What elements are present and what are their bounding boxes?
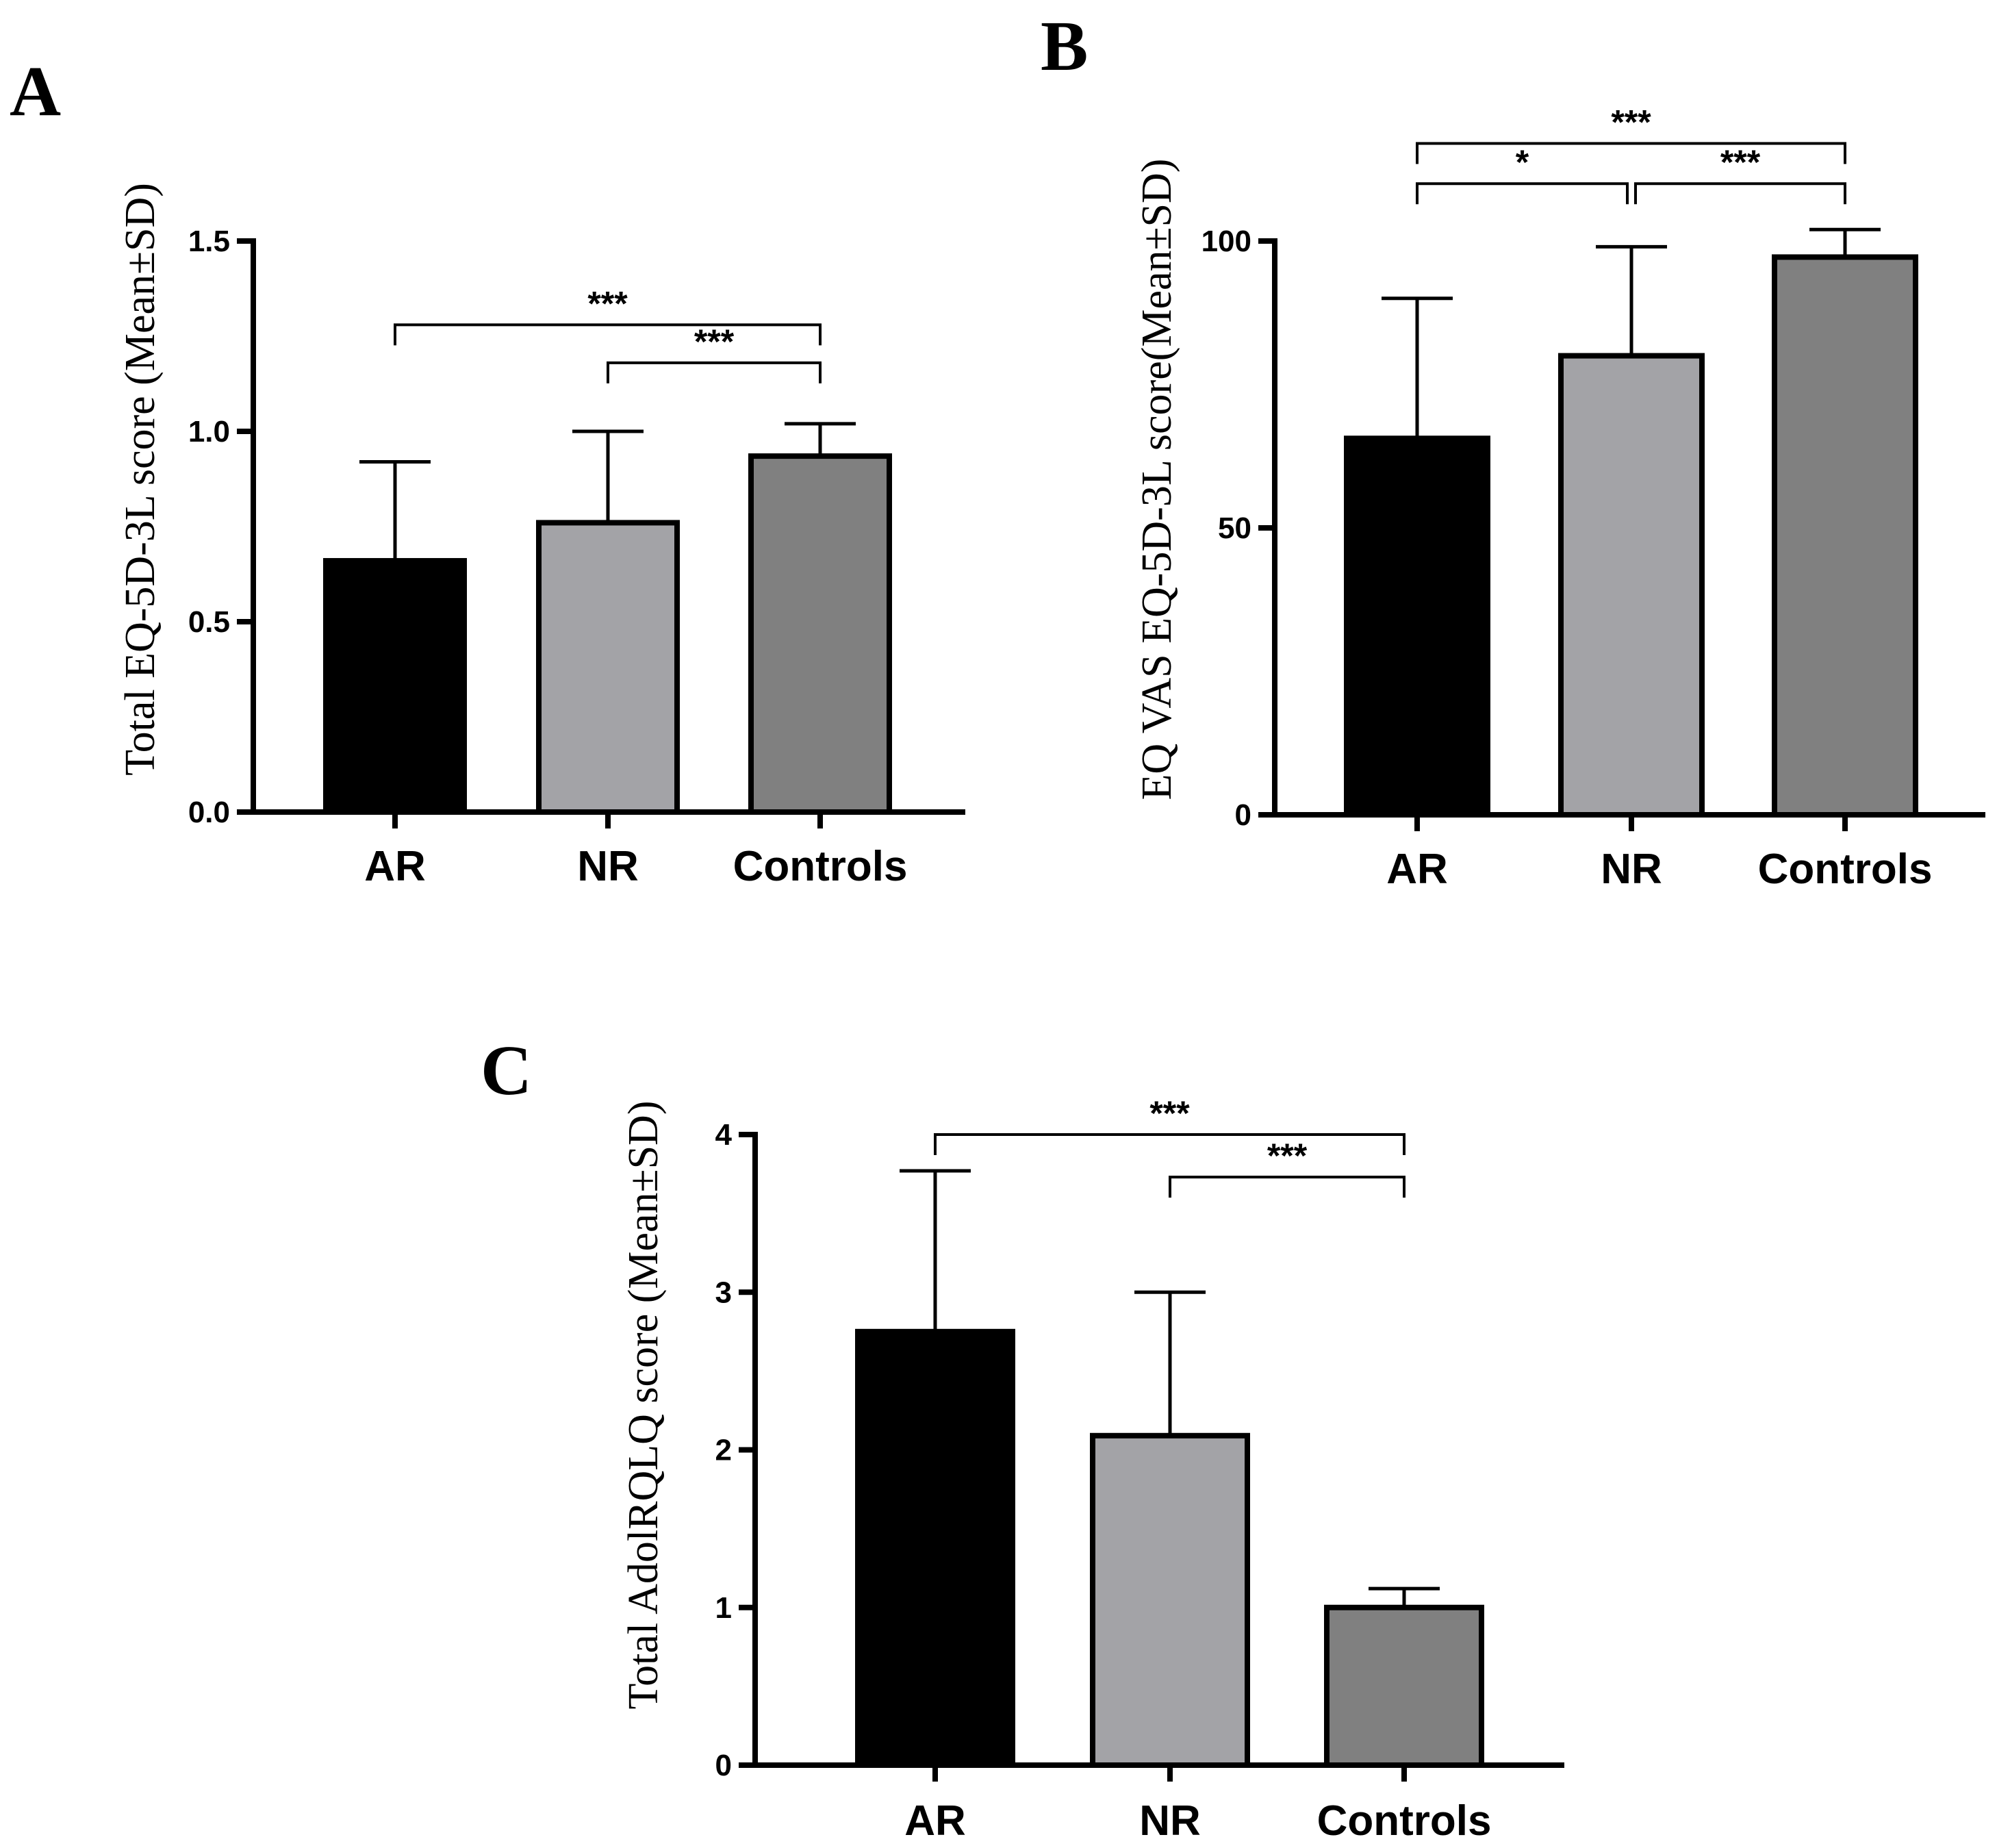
panel-c-category-label-nr: NR (1139, 1797, 1201, 1845)
panel-c-bar-controls (1324, 1604, 1484, 1768)
panel-b-significance-label: *** (1611, 103, 1651, 142)
panel-a-significance-label: *** (694, 322, 735, 361)
panel-c-y-tick-label: 1 (715, 1591, 732, 1625)
panel-a-bar-controls (748, 453, 892, 815)
panel-c-significance-label: *** (1149, 1094, 1190, 1132)
panel-b-y-tick-label: 100 (1201, 225, 1251, 258)
panel-b-y-tick-label: 0 (1235, 798, 1251, 832)
panel-b-significance-label: * (1516, 143, 1529, 181)
panel-a-category-label-controls: Controls (733, 843, 908, 890)
panel-b-significance-bracket (1634, 182, 1846, 205)
panel-b-significance-label: *** (1720, 143, 1761, 181)
panel-a-y-axis-label: Total EQ-5D-3L score (Mean±SD) (117, 183, 164, 776)
panel-a-y-tick-label: 1.5 (188, 225, 230, 258)
panel-a-category-label-nr: NR (577, 843, 639, 890)
panel-b-letter: B (1041, 7, 1088, 86)
panel-b-category-label-controls: Controls (1758, 846, 1933, 893)
panel-a-bar-ar (323, 558, 467, 815)
panel-a-y-tick-label: 1.0 (188, 415, 230, 448)
panel-c-y-tick-label: 0 (715, 1749, 732, 1782)
panel-b-bar-nr (1558, 353, 1705, 818)
panel-c-letter: C (481, 1031, 532, 1110)
panel-b-significance-bracket (1416, 142, 1846, 164)
panel-c: C Total AdolRQLQ score (Mean±SD) 0 1 2 3 4 AR… (481, 1031, 1564, 1845)
panel-a-significance-label: *** (587, 284, 628, 322)
panel-a-bar-nr (536, 520, 680, 815)
panel-a-y-tick-label: 0.5 (188, 605, 230, 639)
panel-a: A Total EQ-5D-3L score (Mean±SD) 0.0 0.5 1… (10, 52, 965, 890)
panel-c-y-tick-label: 2 (715, 1434, 732, 1467)
panel-c-plot: 0 1 2 3 4 AR NR Controls *** *** (715, 1094, 1564, 1845)
panel-c-significance-bracket (1169, 1176, 1405, 1198)
panel-a-plot: 0.0 0.5 1.0 1.5 AR NR Controls *** *** (188, 225, 965, 890)
panel-a-letter: A (10, 52, 61, 131)
panel-b-category-label-nr: NR (1601, 846, 1662, 893)
panel-c-y-tick-label: 3 (715, 1276, 732, 1309)
panel-a-y-tick-label: 0.0 (188, 796, 230, 829)
panel-c-significance-bracket (934, 1133, 1405, 1155)
panel-b-category-label-ar: AR (1386, 846, 1448, 893)
panel-c-bar-ar (855, 1328, 1015, 1768)
panel-b-y-tick-label: 50 (1218, 511, 1251, 545)
panel-c-category-label-controls: Controls (1317, 1797, 1492, 1845)
panel-b-bar-ar (1344, 435, 1490, 818)
panel-c-bar-nr (1090, 1432, 1250, 1769)
panel-b-bar-controls (1772, 254, 1918, 818)
panel-c-significance-label: *** (1267, 1137, 1308, 1175)
panel-a-significance-bracket (394, 323, 822, 346)
panel-b-y-axis-label: EQ VAS EQ-5D-3L score(Mean±SD) (1134, 159, 1180, 800)
panel-c-category-label-ar: AR (904, 1797, 966, 1845)
panel-b-significance-bracket (1416, 182, 1629, 205)
panel-a-significance-bracket (607, 361, 822, 383)
panel-c-y-tick-label: 4 (715, 1118, 733, 1152)
panel-b: B EQ VAS EQ-5D-3L score(Mean±SD) 0 50 100 A… (1041, 7, 1985, 893)
panel-c-y-axis-label: Total AdolRQLQ score (Mean±SD) (620, 1101, 667, 1710)
panel-a-category-label-ar: AR (364, 843, 426, 890)
